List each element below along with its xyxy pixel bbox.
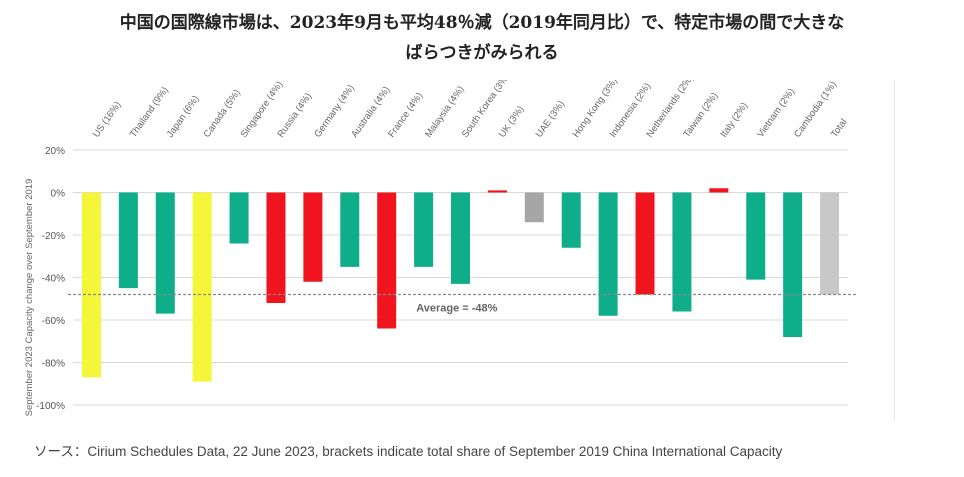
- x-tick-label: Australia (4%): [349, 85, 392, 140]
- x-tick-label: Taiwan (2%): [681, 91, 720, 140]
- bar: [155, 192, 175, 314]
- bar: [487, 190, 507, 193]
- bar: [377, 192, 397, 329]
- y-tick-label: -60%: [42, 316, 65, 327]
- bar: [192, 192, 212, 382]
- y-tick-label: 0%: [51, 189, 66, 200]
- y-tick-label: 20%: [45, 146, 65, 157]
- title-line-2: ばらつきがみられる: [405, 43, 559, 63]
- y-axis-label: September 2023 Capacity change over Sept…: [24, 179, 35, 417]
- x-tick-label: Thailand (9%): [128, 85, 171, 140]
- bar: [783, 192, 803, 337]
- bar: [524, 192, 544, 223]
- x-tick-label: Malaysia (4%): [423, 84, 467, 140]
- x-tick-label: UK (3%): [497, 104, 527, 140]
- y-tick-label: -100%: [36, 401, 65, 412]
- x-tick-label: US (16%): [91, 100, 124, 140]
- bar: [820, 192, 840, 295]
- x-tick-label: Japan (6%): [165, 94, 202, 140]
- source-note: ソース：Cirium Schedules Data, 22 June 2023,…: [34, 444, 783, 459]
- y-tick-label: -20%: [42, 231, 65, 242]
- x-tick-label: France (4%): [386, 91, 425, 140]
- bar: [709, 188, 729, 193]
- x-tick-label: Italy (2%): [718, 101, 750, 140]
- bar: [81, 192, 101, 378]
- bar: [340, 192, 360, 267]
- bar: [118, 192, 138, 289]
- bar: [746, 192, 766, 280]
- x-tick-label: Canada (5%): [202, 88, 243, 140]
- bar: [414, 192, 434, 267]
- title-line-1: 中国の国際線市場は、2023年9月も平均48％減（2019年同月比）で、特定市場…: [119, 13, 845, 33]
- x-tick-label: Russia (4%): [275, 91, 314, 140]
- average-label: Average = -48%: [416, 303, 497, 315]
- bar-chart: 20% 0% -20% -40% -60% -80% -100%September 2023…: [24, 80, 856, 417]
- bar: [561, 192, 581, 248]
- x-tick-label: UAE (3%): [534, 99, 567, 140]
- x-tick-label: Total: [829, 117, 850, 140]
- y-tick-label: -40%: [42, 274, 65, 285]
- chart-frame: 20% 0% -20% -40% -60% -80% -100% September 2023…: [18, 80, 895, 420]
- bar: [229, 192, 249, 244]
- chart-title: 中国の国際線市場は、2023年9月も平均48％減（2019年同月比）で、特定市場…: [0, 8, 964, 68]
- bar: [635, 192, 655, 295]
- bar: [266, 192, 286, 303]
- y-tick-label: -80%: [42, 359, 65, 370]
- bar: [598, 192, 618, 316]
- bar: [672, 192, 692, 312]
- bar: [451, 192, 470, 284]
- x-tick-label: Vietnam (2%): [755, 86, 797, 139]
- bar: [303, 192, 323, 282]
